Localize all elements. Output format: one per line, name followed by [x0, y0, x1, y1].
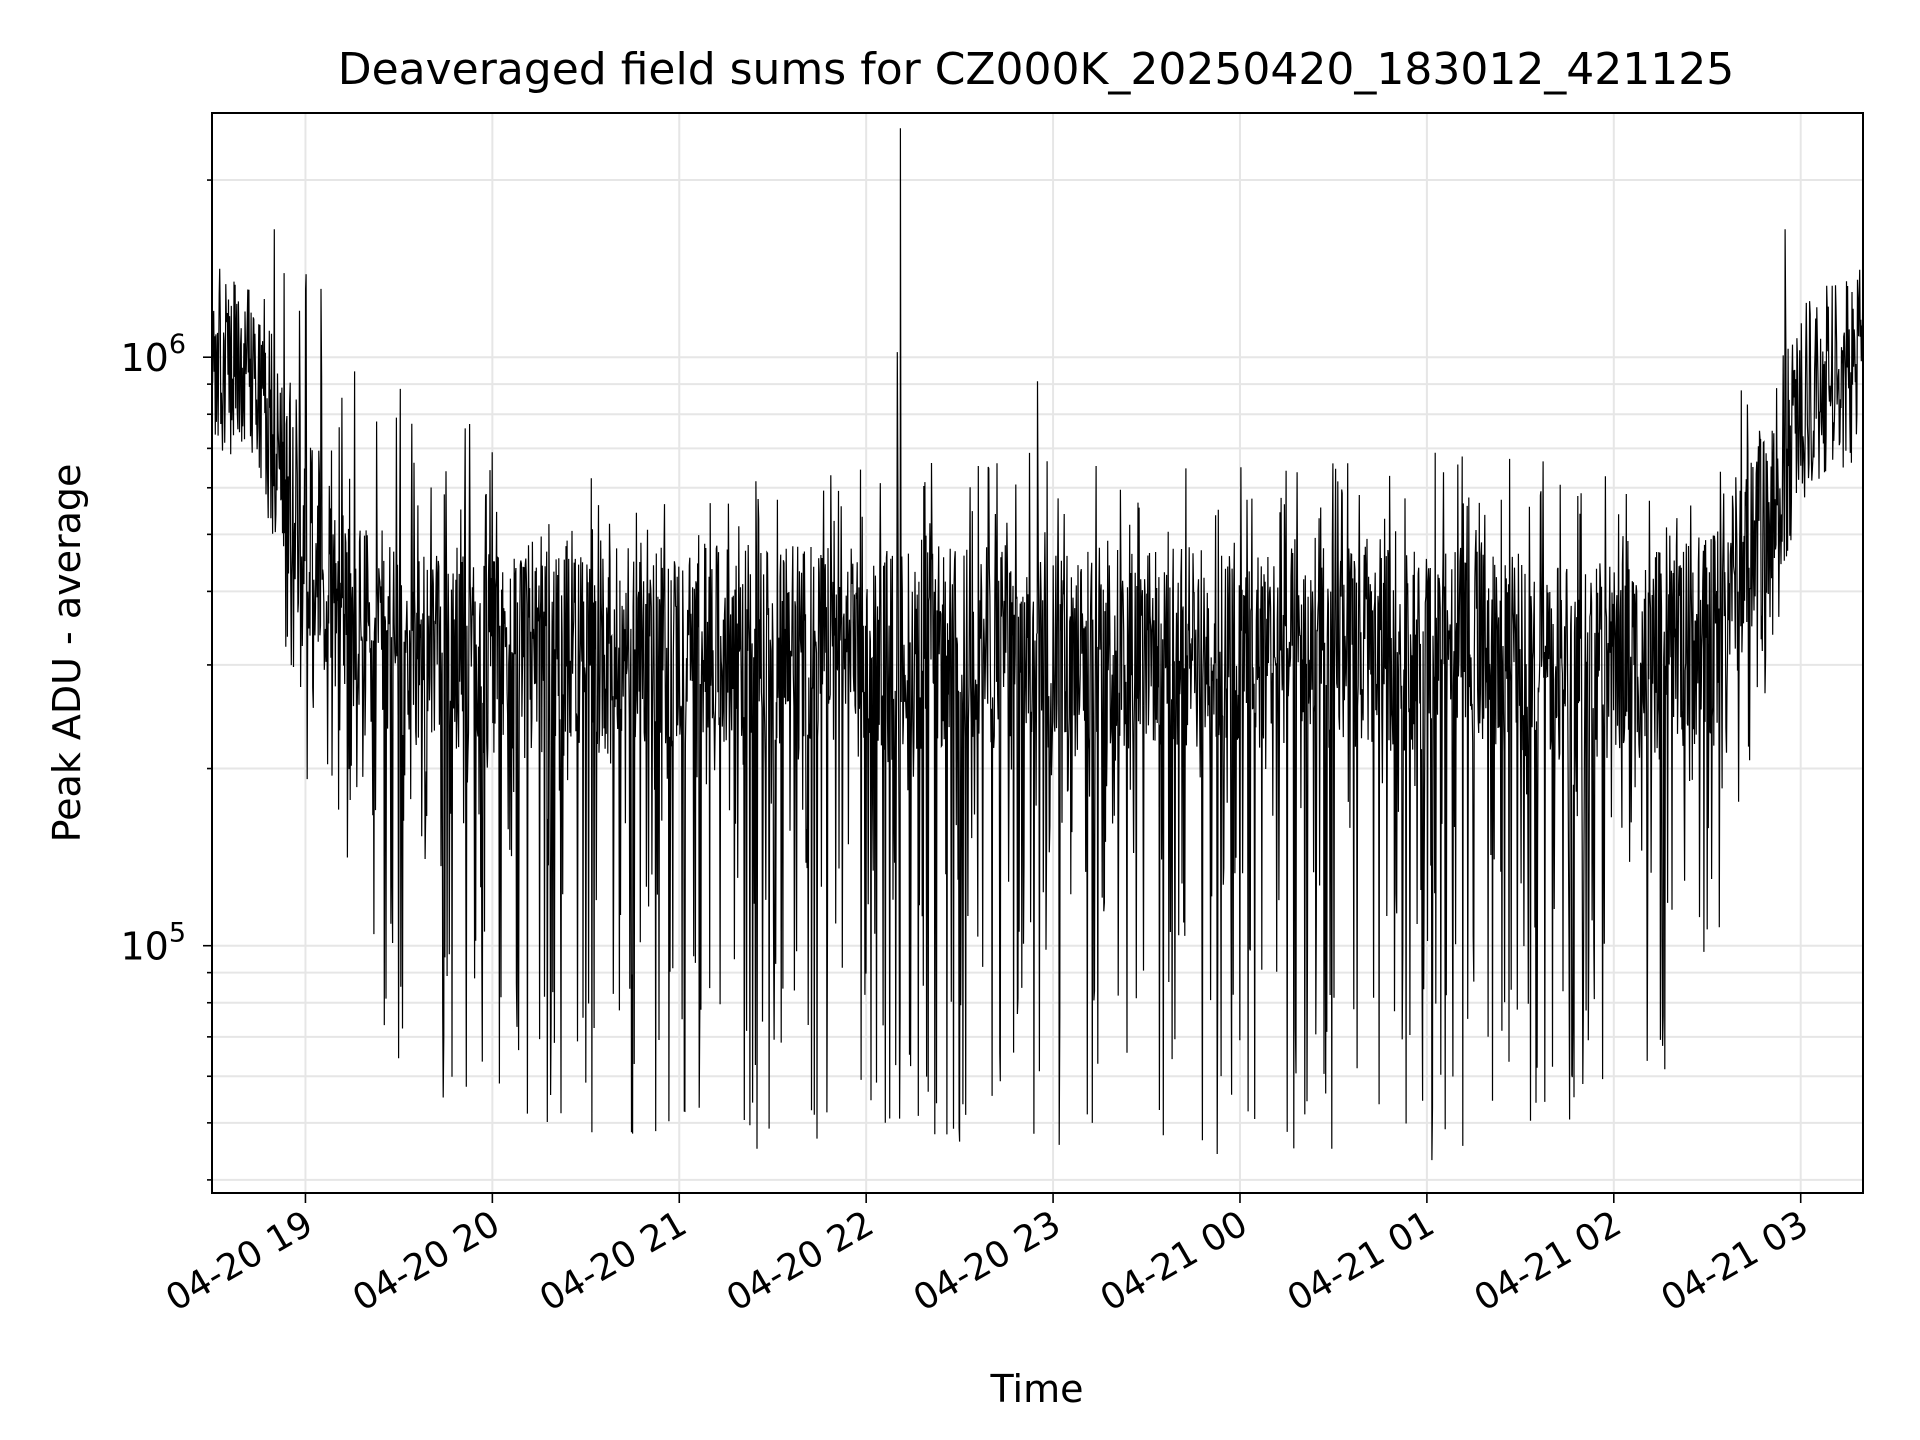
series [211, 128, 1864, 1161]
y-axis-label: Peak ADU - average [45, 464, 89, 843]
chart-title: Deaveraged field sums for CZ000K_2025042… [338, 44, 1735, 95]
plot-frame [211, 112, 1864, 1194]
y-tick-label: 105 [120, 918, 186, 969]
series-line [211, 128, 1864, 1161]
x-axis-label: Time [990, 1367, 1084, 1411]
y-axis: 105 106 [120, 179, 212, 1181]
y-tick-label: 106 [120, 329, 186, 380]
